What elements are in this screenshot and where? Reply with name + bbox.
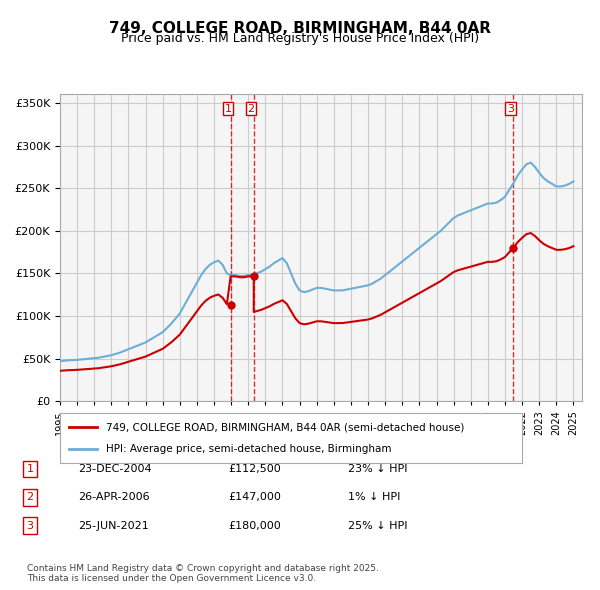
Text: 3: 3 bbox=[26, 521, 34, 530]
Text: 26-APR-2006: 26-APR-2006 bbox=[78, 493, 149, 502]
Point bbox=[508, 243, 518, 253]
Text: £180,000: £180,000 bbox=[228, 521, 281, 530]
Text: 1% ↓ HPI: 1% ↓ HPI bbox=[348, 493, 400, 502]
Point bbox=[249, 271, 259, 281]
Text: Price paid vs. HM Land Registry's House Price Index (HPI): Price paid vs. HM Land Registry's House … bbox=[121, 32, 479, 45]
Text: £112,500: £112,500 bbox=[228, 464, 281, 474]
Text: 749, COLLEGE ROAD, BIRMINGHAM, B44 0AR (semi-detached house): 749, COLLEGE ROAD, BIRMINGHAM, B44 0AR (… bbox=[106, 422, 464, 432]
Point bbox=[226, 301, 235, 310]
Text: 749, COLLEGE ROAD, BIRMINGHAM, B44 0AR: 749, COLLEGE ROAD, BIRMINGHAM, B44 0AR bbox=[109, 21, 491, 35]
Text: 1: 1 bbox=[26, 464, 34, 474]
Text: 25% ↓ HPI: 25% ↓ HPI bbox=[348, 521, 407, 530]
Text: 23% ↓ HPI: 23% ↓ HPI bbox=[348, 464, 407, 474]
Text: 23-DEC-2004: 23-DEC-2004 bbox=[78, 464, 152, 474]
Text: 25-JUN-2021: 25-JUN-2021 bbox=[78, 521, 149, 530]
Text: 2: 2 bbox=[248, 104, 255, 114]
Text: 3: 3 bbox=[507, 104, 514, 114]
Text: Contains HM Land Registry data © Crown copyright and database right 2025.
This d: Contains HM Land Registry data © Crown c… bbox=[27, 563, 379, 583]
Text: 2: 2 bbox=[26, 493, 34, 502]
Text: HPI: Average price, semi-detached house, Birmingham: HPI: Average price, semi-detached house,… bbox=[106, 444, 392, 454]
Text: 1: 1 bbox=[224, 104, 232, 114]
Text: £147,000: £147,000 bbox=[228, 493, 281, 502]
